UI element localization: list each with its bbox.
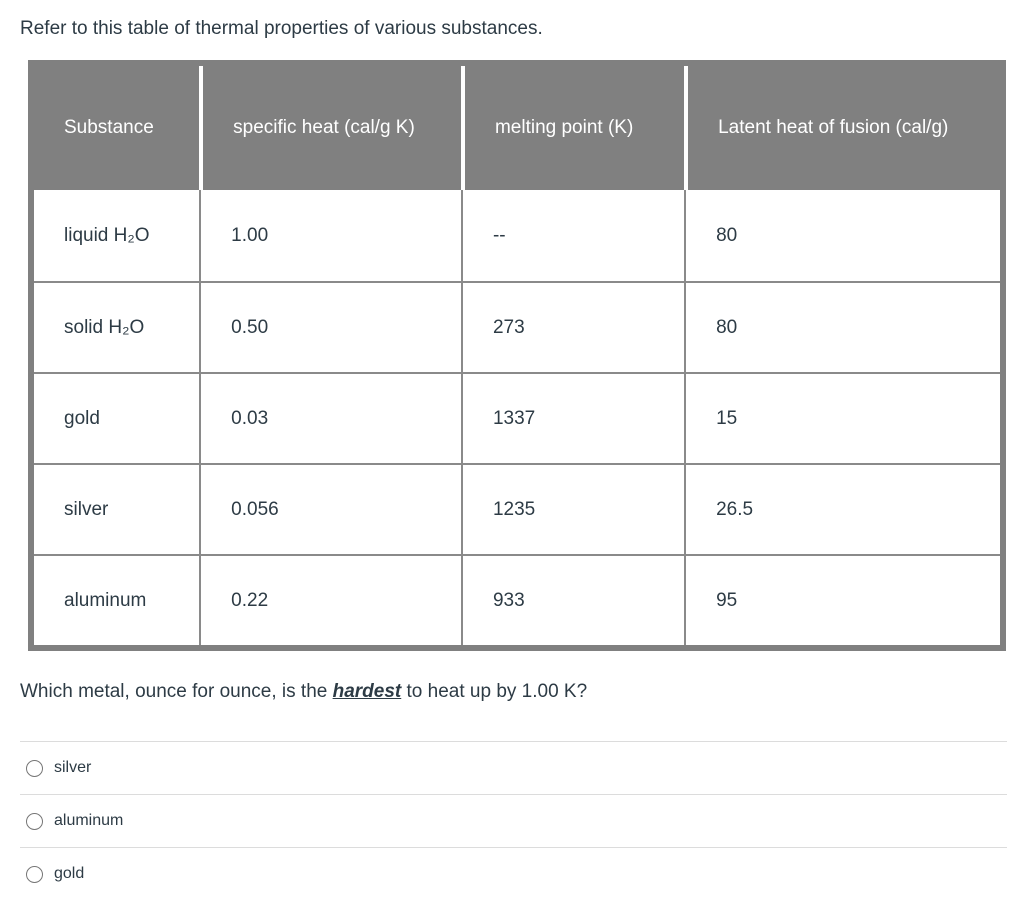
column-header-substance: Substance	[34, 66, 200, 190]
cell-latent-heat: 15	[684, 372, 1000, 463]
answer-option-silver[interactable]: silver	[20, 741, 1007, 794]
answer-option-label: silver	[54, 759, 92, 776]
cell-specific-heat: 0.22	[199, 554, 461, 645]
cell-specific-heat: 1.00	[199, 190, 461, 281]
column-header-latent-heat: Latent heat of fusion (cal/g)	[684, 66, 1000, 190]
radio-button-icon[interactable]	[26, 812, 43, 830]
answer-option-gold[interactable]: gold	[20, 847, 1007, 899]
cell-specific-heat: 0.03	[199, 372, 461, 463]
question-intro-text: Refer to this table of thermal propertie…	[20, 18, 543, 39]
cell-specific-heat: 0.50	[199, 281, 461, 372]
answer-options: silver aluminum gold	[20, 741, 1007, 899]
question-text: Which metal, ounce for ounce, is the har…	[20, 679, 1024, 705]
cell-substance: silver	[34, 463, 200, 554]
column-header-specific-heat: specific heat (cal/g K)	[199, 66, 461, 190]
cell-substance: solid H₂O	[34, 281, 200, 372]
cell-melting-point: 273	[460, 281, 685, 372]
cell-melting-point: --	[460, 190, 685, 281]
answer-option-label: gold	[54, 865, 85, 882]
question-text-prefix: Which metal, ounce for ounce, is the	[20, 681, 333, 702]
cell-specific-heat: 0.056	[199, 463, 461, 554]
cell-melting-point: 1337	[460, 372, 685, 463]
answer-option-aluminum[interactable]: aluminum	[20, 794, 1007, 847]
answer-option-label: aluminum	[54, 812, 124, 829]
cell-latent-heat: 80	[684, 281, 1000, 372]
cell-melting-point: 1235	[460, 463, 685, 554]
cell-substance: aluminum	[34, 554, 200, 645]
question-text-emphasis: hardest	[332, 681, 402, 702]
cell-latent-heat: 80	[684, 190, 1000, 281]
cell-substance: liquid H₂O	[34, 190, 200, 281]
question-text-suffix: to heat up by 1.00 K?	[401, 681, 588, 702]
thermal-properties-table: Substance specific heat (cal/g K) meltin…	[28, 60, 1006, 651]
radio-button-icon[interactable]	[26, 865, 43, 883]
cell-melting-point: 933	[460, 554, 685, 645]
column-header-melting-point: melting point (K)	[460, 66, 685, 190]
cell-latent-heat: 26.5	[684, 463, 1000, 554]
table-grid: Substance specific heat (cal/g K) meltin…	[34, 66, 1000, 645]
radio-button-icon[interactable]	[26, 759, 43, 777]
cell-latent-heat: 95	[684, 554, 1000, 645]
cell-substance: gold	[34, 372, 200, 463]
